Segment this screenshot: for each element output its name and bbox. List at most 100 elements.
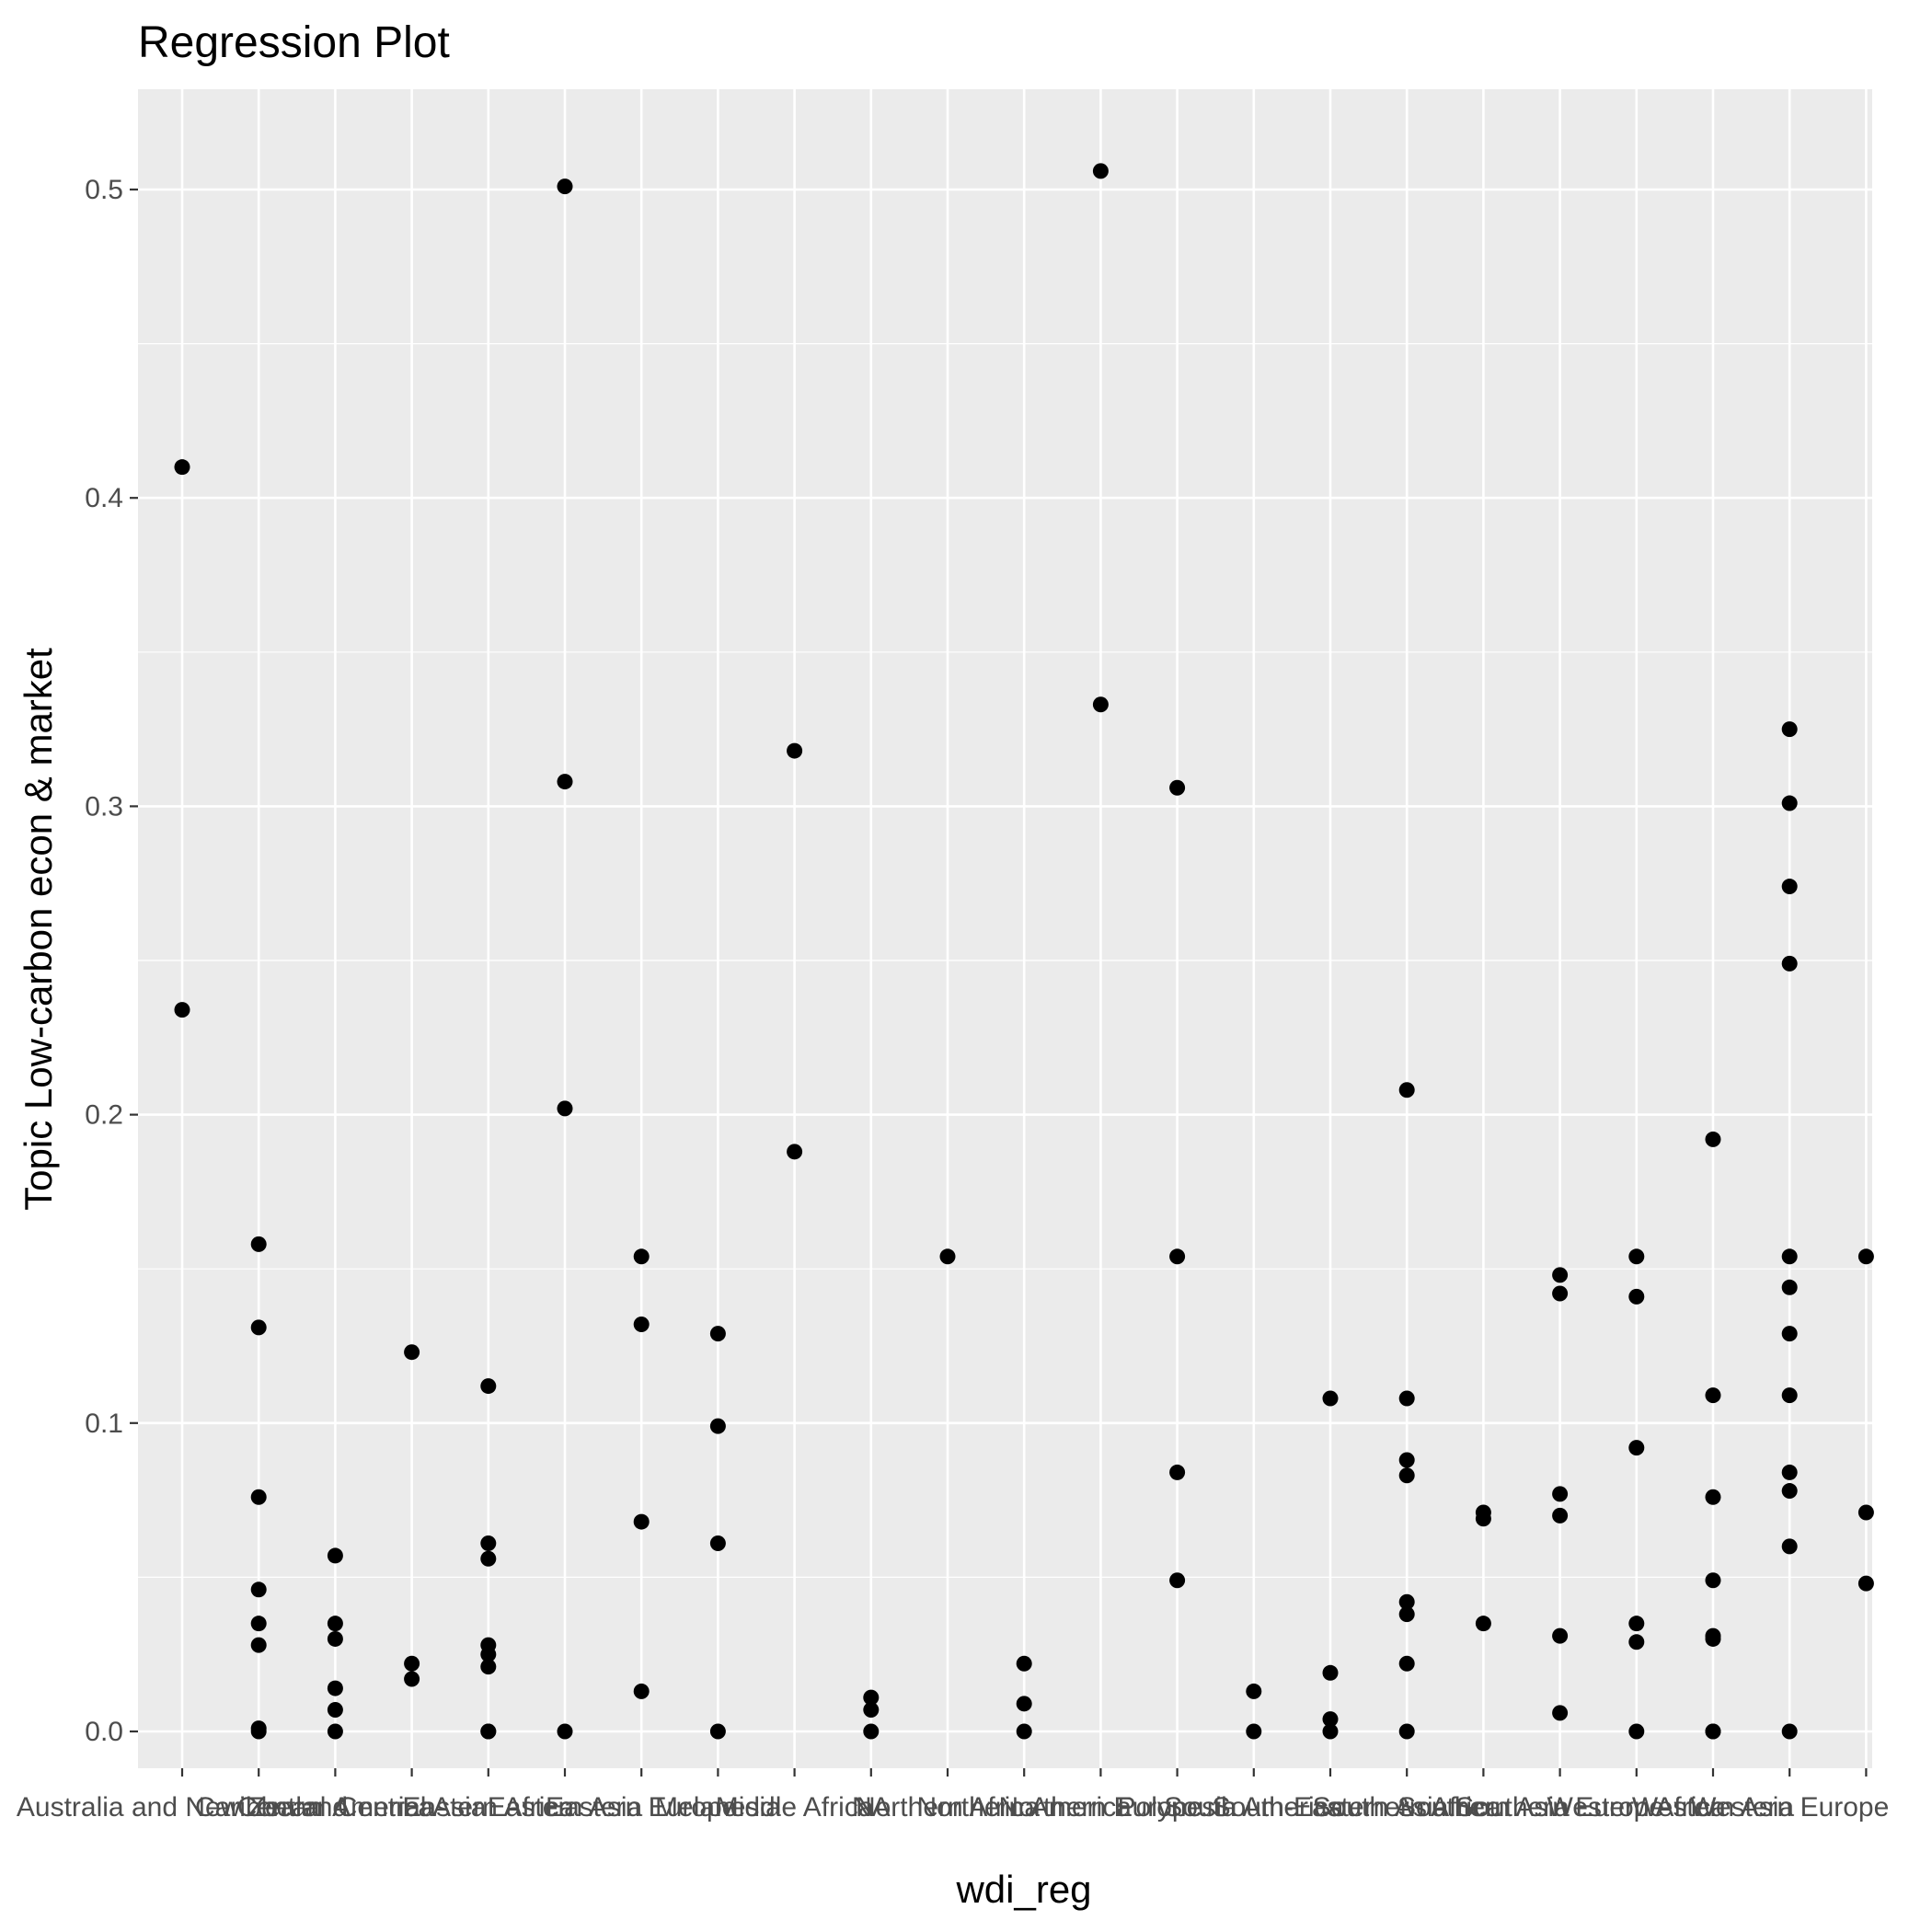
data-point (327, 1680, 343, 1696)
data-point (1781, 795, 1798, 811)
data-point (1322, 1723, 1339, 1740)
data-point (1705, 1489, 1721, 1505)
data-point (939, 1248, 956, 1265)
data-point (1705, 1723, 1721, 1740)
data-point (863, 1702, 880, 1719)
data-point (1169, 1248, 1186, 1265)
data-point (1552, 1285, 1569, 1302)
data-point (863, 1723, 880, 1740)
data-point (1322, 1390, 1339, 1407)
data-point (1552, 1486, 1569, 1502)
x-tick-label: Southern Asia (1397, 1792, 1570, 1823)
data-point (1092, 163, 1109, 179)
chart-title: Regression Plot (138, 18, 450, 67)
x-tick-label: Western Europe (1690, 1792, 1889, 1823)
data-point (327, 1723, 343, 1740)
data-point (787, 742, 803, 759)
x-tick-label: South-Eastern Asia (1213, 1792, 1449, 1823)
x-tick-label: South America (1164, 1792, 1343, 1823)
data-point (1781, 1279, 1798, 1295)
x-tick-label: Southern Africa (1313, 1792, 1501, 1823)
data-point (480, 1378, 497, 1395)
x-axis: Australia and New ZealandCaribbeanCentra… (17, 1768, 1889, 1823)
data-point (1857, 1575, 1874, 1592)
data-point (709, 1326, 726, 1342)
data-point (327, 1630, 343, 1647)
data-point (1552, 1627, 1569, 1644)
data-point (1092, 696, 1109, 713)
data-point (1552, 1507, 1569, 1524)
data-point (1475, 1616, 1491, 1632)
data-point (1705, 1131, 1721, 1147)
data-point (1169, 1464, 1186, 1480)
x-tick-label: Polynesia (1118, 1792, 1237, 1823)
x-axis-title: wdi_reg (955, 1868, 1091, 1911)
data-point (1246, 1723, 1262, 1740)
data-point (1398, 1467, 1415, 1484)
data-point (1016, 1723, 1032, 1740)
data-point (1398, 1082, 1415, 1098)
y-tick-label: 0.0 (85, 1717, 123, 1747)
data-point (250, 1489, 267, 1505)
data-point (1475, 1511, 1491, 1527)
data-point (327, 1547, 343, 1564)
data-point (1781, 879, 1798, 895)
data-point (1781, 1387, 1798, 1404)
x-tick-label: Australia and New Zealand (17, 1792, 348, 1823)
data-point (1169, 1572, 1186, 1589)
data-point (709, 1418, 726, 1434)
x-tick-label: Western Asia (1632, 1792, 1795, 1823)
data-point (250, 1581, 267, 1598)
data-point (1016, 1696, 1032, 1712)
data-point (480, 1550, 497, 1567)
data-point (709, 1723, 726, 1740)
data-point (1016, 1655, 1032, 1672)
data-point (1781, 1326, 1798, 1342)
data-point (1705, 1387, 1721, 1404)
data-point (787, 1144, 803, 1160)
data-point (1398, 1723, 1415, 1740)
x-tick-label: Eastern Europe (546, 1792, 737, 1823)
plot-panel (138, 89, 1872, 1768)
data-point (480, 1646, 497, 1662)
x-tick-label: Middle Africa (716, 1792, 874, 1823)
data-point (404, 1655, 420, 1672)
data-point (404, 1344, 420, 1361)
data-point (250, 1637, 267, 1653)
y-tick-label: 0.4 (85, 483, 123, 513)
data-point (1781, 1538, 1798, 1555)
data-point (1628, 1634, 1645, 1650)
data-point (1398, 1593, 1415, 1610)
x-tick-label: Melanesia (655, 1792, 781, 1823)
y-tick-label: 0.2 (85, 1100, 123, 1131)
data-point (1781, 955, 1798, 972)
data-point (1322, 1664, 1339, 1681)
data-point (1398, 1452, 1415, 1468)
data-point (1552, 1267, 1569, 1283)
data-point (327, 1616, 343, 1632)
data-point (480, 1723, 497, 1740)
data-point (709, 1535, 726, 1552)
data-point (557, 1100, 573, 1117)
data-point (1169, 779, 1186, 796)
data-point (633, 1248, 650, 1265)
data-point (1398, 1390, 1415, 1407)
data-point (1628, 1616, 1645, 1632)
data-point (557, 774, 573, 790)
data-point (1398, 1606, 1415, 1623)
x-tick-label: Eastern Asia (488, 1792, 643, 1823)
x-tick-label: NA (852, 1792, 891, 1823)
data-points (174, 163, 1874, 1740)
data-point (250, 1616, 267, 1632)
y-tick-label: 0.3 (85, 791, 123, 822)
x-tick-label: Central America (237, 1792, 434, 1823)
minor-gridlines (138, 343, 1872, 1579)
data-point (250, 1319, 267, 1336)
y-tick-label: 0.5 (85, 175, 123, 205)
data-point (250, 1723, 267, 1740)
data-point (1781, 1464, 1798, 1480)
y-axis-title: Topic Low-carbon econ & market (17, 648, 60, 1211)
data-point (1628, 1723, 1645, 1740)
data-point (557, 1723, 573, 1740)
